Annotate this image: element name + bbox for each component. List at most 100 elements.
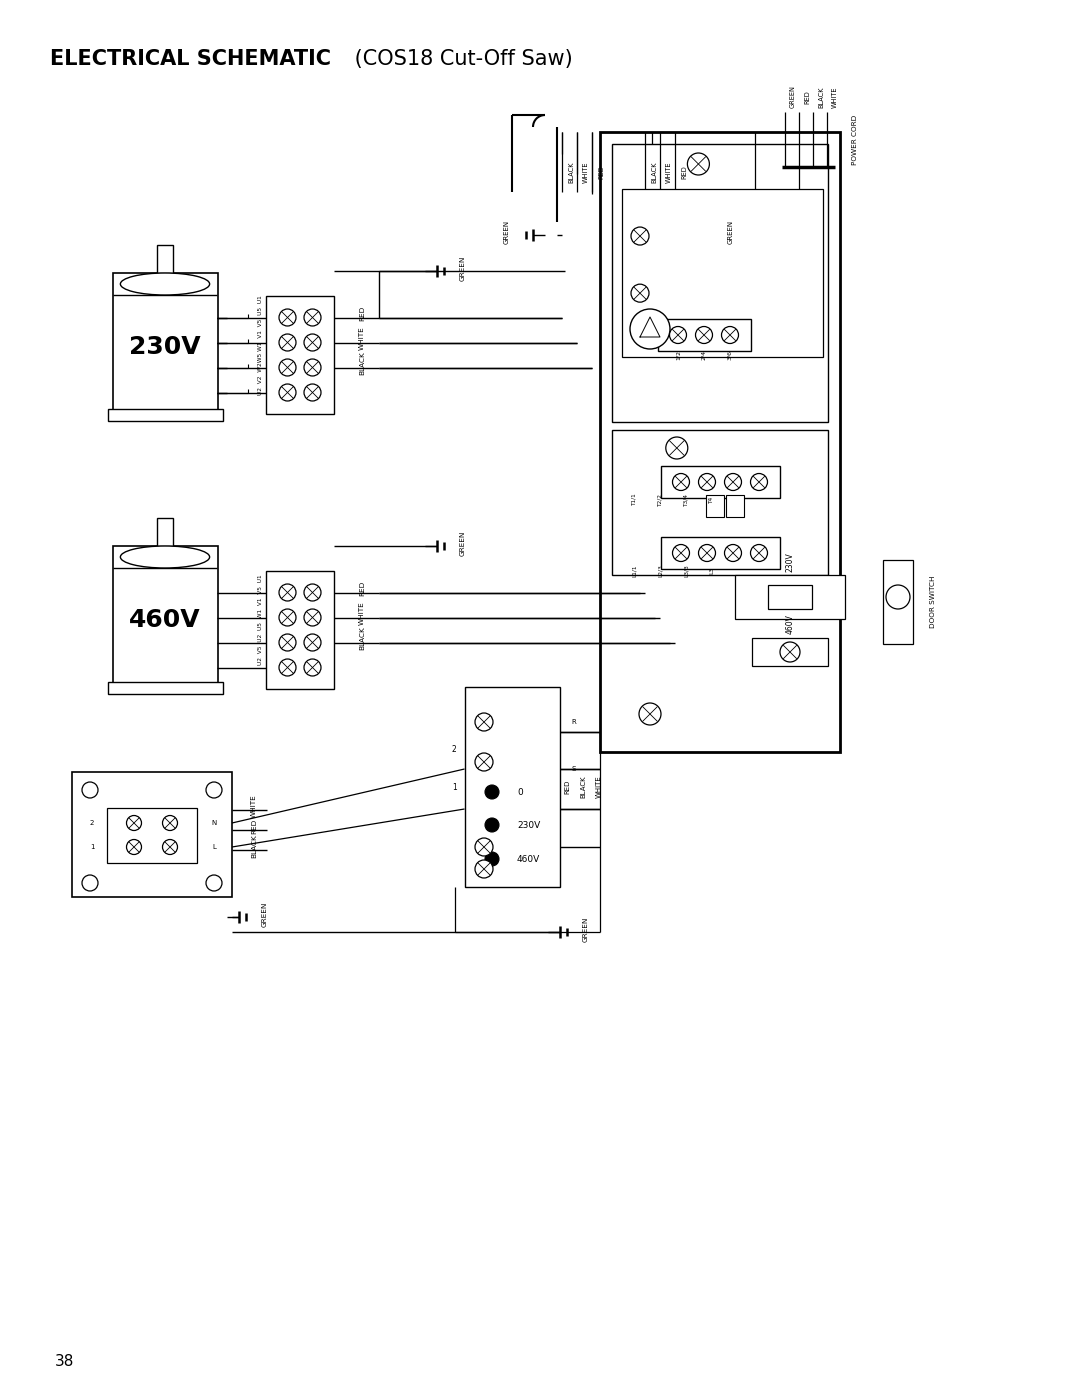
Circle shape: [631, 284, 649, 302]
Circle shape: [303, 634, 321, 651]
Circle shape: [279, 309, 296, 326]
Circle shape: [303, 584, 321, 601]
Text: WHITE: WHITE: [832, 87, 838, 108]
Text: T4: T4: [710, 496, 715, 504]
Text: 230V: 230V: [785, 552, 795, 571]
Bar: [726, 495, 744, 517]
Circle shape: [126, 816, 141, 830]
Text: 2: 2: [90, 820, 94, 826]
Text: WHITE: WHITE: [666, 161, 672, 183]
Circle shape: [126, 840, 141, 855]
Circle shape: [279, 609, 296, 626]
Text: L: L: [212, 844, 216, 849]
Circle shape: [673, 545, 689, 562]
Circle shape: [82, 875, 98, 891]
Text: 38: 38: [55, 1355, 75, 1369]
Text: WHITE: WHITE: [596, 775, 602, 798]
Bar: [661, 467, 780, 497]
Circle shape: [485, 785, 499, 799]
Circle shape: [475, 712, 492, 731]
Circle shape: [475, 861, 492, 877]
Circle shape: [670, 327, 687, 344]
Bar: [72, 773, 232, 897]
Bar: [612, 430, 828, 576]
Bar: [266, 296, 334, 414]
Text: GREEN: GREEN: [504, 219, 510, 244]
Text: T3/4: T3/4: [684, 493, 689, 507]
Bar: [612, 144, 828, 422]
Text: 1/2: 1/2: [675, 351, 680, 360]
Text: 2/4: 2/4: [702, 349, 706, 360]
Bar: [157, 518, 173, 546]
Circle shape: [206, 875, 222, 891]
Bar: [768, 585, 812, 609]
Text: U2  V5  U2  U5  W1  V1  V5  U1: U2 V5 U2 U5 W1 V1 V5 U1: [257, 574, 262, 665]
Circle shape: [780, 643, 800, 662]
Circle shape: [639, 703, 661, 725]
Text: R: R: [571, 719, 577, 725]
Text: WHITE: WHITE: [251, 793, 257, 817]
Text: POWER CORD: POWER CORD: [852, 115, 858, 165]
Circle shape: [279, 334, 296, 351]
Circle shape: [475, 838, 492, 856]
Circle shape: [162, 816, 177, 830]
Text: L3/3: L3/3: [684, 564, 689, 577]
Circle shape: [725, 474, 742, 490]
Text: T2/2: T2/2: [658, 493, 662, 507]
Text: WHITE: WHITE: [583, 161, 589, 183]
Text: RED: RED: [598, 165, 604, 179]
Bar: [706, 495, 724, 517]
Text: L2/3: L2/3: [658, 564, 662, 577]
Text: 2: 2: [451, 745, 457, 753]
Bar: [883, 560, 913, 644]
Circle shape: [303, 609, 321, 626]
Circle shape: [279, 359, 296, 376]
Circle shape: [751, 474, 768, 490]
Text: T1/1: T1/1: [632, 493, 636, 506]
Text: WHITE: WHITE: [359, 327, 365, 351]
Text: BLACK: BLACK: [651, 161, 657, 183]
Text: GREEN: GREEN: [460, 531, 465, 556]
Text: 460V: 460V: [130, 608, 201, 631]
Circle shape: [162, 840, 177, 855]
Text: S: S: [571, 766, 576, 773]
Bar: [266, 571, 334, 689]
Bar: [600, 131, 840, 752]
Circle shape: [721, 327, 739, 344]
Text: DOOR SWITCH: DOOR SWITCH: [930, 576, 936, 629]
Text: RED: RED: [804, 91, 810, 103]
Circle shape: [279, 659, 296, 676]
Circle shape: [303, 309, 321, 326]
Text: BLACK: BLACK: [359, 352, 365, 376]
Text: 3/6: 3/6: [728, 351, 732, 360]
Circle shape: [886, 585, 910, 609]
Bar: [108, 682, 222, 694]
Circle shape: [699, 474, 716, 490]
Text: RED: RED: [359, 581, 365, 597]
Circle shape: [279, 584, 296, 601]
Text: ELECTRICAL SCHEMATIC: ELECTRICAL SCHEMATIC: [50, 49, 330, 68]
Bar: [752, 638, 828, 666]
Circle shape: [279, 384, 296, 401]
Circle shape: [485, 819, 499, 833]
Text: 230V: 230V: [130, 335, 201, 359]
Text: GREEN: GREEN: [789, 85, 796, 109]
Text: 1: 1: [451, 782, 457, 792]
Bar: [735, 576, 845, 619]
Text: BLACK: BLACK: [818, 87, 824, 108]
Circle shape: [687, 154, 710, 175]
Bar: [112, 546, 217, 685]
Circle shape: [475, 753, 492, 771]
Circle shape: [303, 334, 321, 351]
Text: 460V: 460V: [517, 855, 540, 863]
Text: GREEN: GREEN: [262, 901, 268, 926]
Circle shape: [699, 545, 716, 562]
Bar: [107, 807, 197, 863]
Text: 0: 0: [517, 788, 523, 796]
Text: GREEN: GREEN: [728, 219, 734, 244]
Circle shape: [82, 782, 98, 798]
Circle shape: [303, 384, 321, 401]
Text: GREEN: GREEN: [460, 256, 465, 281]
Text: (COS18 Cut-Off Saw): (COS18 Cut-Off Saw): [348, 49, 572, 68]
Bar: [661, 536, 780, 569]
